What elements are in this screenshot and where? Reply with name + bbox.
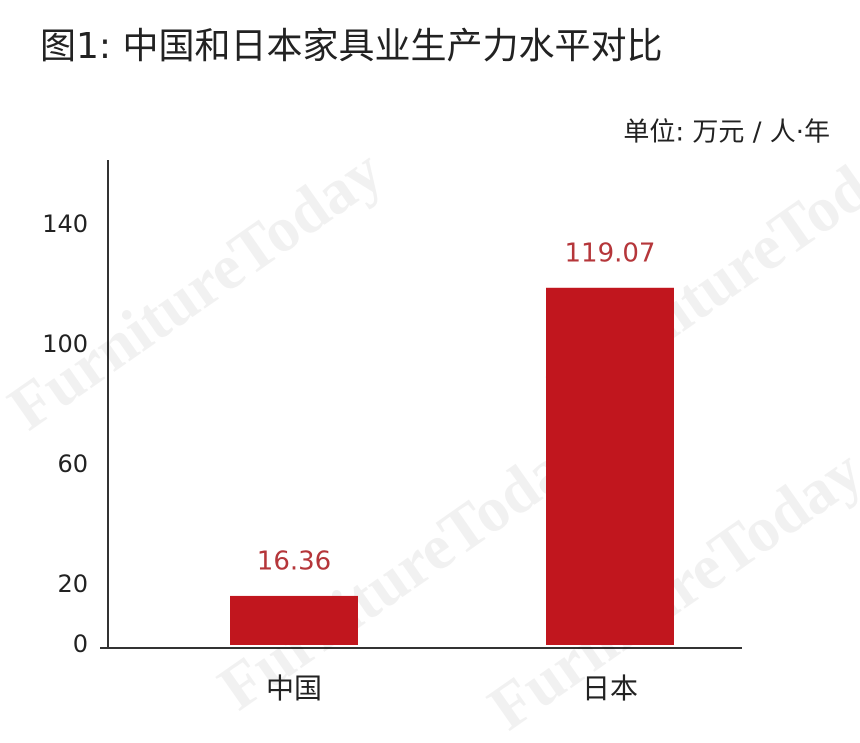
x-tick-label: 日本 bbox=[582, 672, 638, 705]
unit-label: 单位: 万元 / 人·年 bbox=[623, 118, 830, 148]
bar bbox=[546, 287, 674, 645]
x-tick-label: 中国 bbox=[266, 672, 322, 705]
bar bbox=[230, 595, 358, 645]
y-tick-label: 100 bbox=[42, 330, 88, 358]
watermark: FurnitureToday bbox=[0, 134, 395, 443]
y-tick-label: 140 bbox=[42, 210, 88, 238]
y-tick-label: 20 bbox=[57, 570, 88, 598]
y-tick-label: 60 bbox=[57, 450, 88, 478]
y-tick-label: 0 bbox=[73, 630, 88, 658]
value-label: 119.07 bbox=[565, 238, 656, 268]
value-label: 16.36 bbox=[257, 546, 331, 576]
chart-title: 图1: 中国和日本家具业生产力水平对比 bbox=[40, 26, 662, 67]
